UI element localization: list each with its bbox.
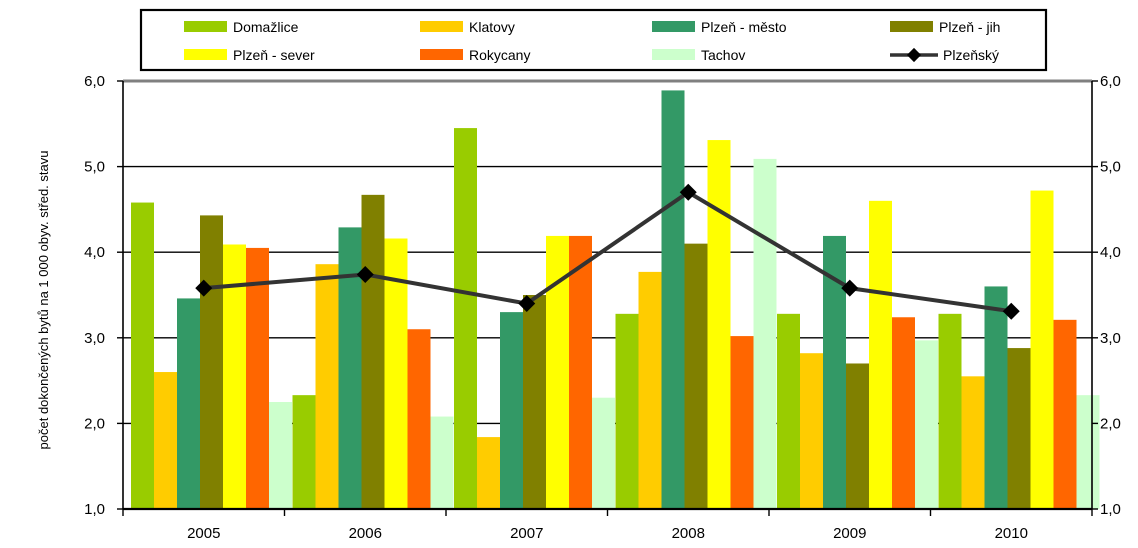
y-tick-label-left: 6,0 xyxy=(84,73,105,90)
y-tick-label-right: 4,0 xyxy=(1100,244,1121,261)
legend-swatch xyxy=(184,21,227,32)
bar xyxy=(684,243,708,509)
y-tick-label-right: 6,0 xyxy=(1100,73,1121,90)
bar xyxy=(846,363,869,509)
bar xyxy=(823,235,846,509)
bar xyxy=(615,313,639,509)
legend-swatch xyxy=(890,21,933,32)
bar xyxy=(661,90,685,509)
bar xyxy=(200,215,223,509)
bar xyxy=(523,295,546,509)
bar xyxy=(730,336,754,509)
bar xyxy=(269,402,292,509)
line-point xyxy=(679,183,697,201)
bar xyxy=(292,395,316,509)
bar xyxy=(154,372,177,509)
legend-swatch xyxy=(652,49,695,60)
line-point xyxy=(1002,302,1020,320)
y-tick-label-left: 4,0 xyxy=(84,244,105,261)
bar xyxy=(592,397,615,509)
legend-marker xyxy=(906,47,922,63)
bar xyxy=(477,437,500,509)
bar xyxy=(777,313,800,509)
bar xyxy=(753,158,777,509)
gridlines xyxy=(123,79,1092,425)
x-tick-label: 2008 xyxy=(672,525,705,542)
bar xyxy=(1030,190,1054,509)
bar xyxy=(131,202,154,509)
bar xyxy=(984,286,1008,509)
y-tick-label-right: 2,0 xyxy=(1100,415,1121,432)
y-tick-label-left: 3,0 xyxy=(84,330,105,347)
legend-label: Plzeň - jih xyxy=(939,19,1000,35)
bar xyxy=(407,329,431,509)
legend-swatch xyxy=(652,21,695,32)
line-point xyxy=(841,279,859,297)
bar xyxy=(454,128,477,509)
bar xyxy=(361,194,385,509)
bar xyxy=(938,313,962,509)
bar xyxy=(1053,319,1077,509)
legend-label: Plzeň - město xyxy=(701,19,787,35)
x-tick-label: 2010 xyxy=(995,525,1028,542)
x-tick-label: 2009 xyxy=(833,525,866,542)
legend-label: Rokycany xyxy=(469,47,530,63)
line-point xyxy=(356,265,374,283)
bar xyxy=(892,317,915,509)
line-point xyxy=(195,279,213,297)
y-tick-label-right: 3,0 xyxy=(1100,330,1121,347)
y-tick-label-left: 1,0 xyxy=(84,501,105,518)
bar xyxy=(546,235,569,509)
x-tick-label: 2006 xyxy=(349,525,382,542)
bar xyxy=(569,235,592,509)
bar xyxy=(315,264,339,509)
x-tick-label: 2007 xyxy=(510,525,543,542)
line-path xyxy=(203,189,1012,314)
bar xyxy=(223,244,246,509)
bar xyxy=(338,227,362,509)
line-series xyxy=(195,183,1020,320)
bars xyxy=(131,90,1100,510)
y-tick-label-left: 5,0 xyxy=(84,159,105,176)
legend-swatch xyxy=(420,21,463,32)
legend-label: Plzeňský xyxy=(943,47,999,63)
bar xyxy=(177,298,200,509)
bar xyxy=(246,247,269,510)
legend-swatch xyxy=(184,49,227,60)
bar xyxy=(707,140,731,509)
legend-label: Plzeň - sever xyxy=(233,47,315,63)
bar xyxy=(915,340,938,509)
legend-label: Tachov xyxy=(701,47,745,63)
bar xyxy=(638,271,662,509)
axes: 1,0 1,0 2,0 2,0 3,0 3,0 4,0 4,0 5,0 5,0 6,0 6,0 2005… xyxy=(84,73,1121,542)
bar xyxy=(869,200,892,509)
y-tick-label-right: 5,0 xyxy=(1100,159,1121,176)
y-tick-label-right: 1,0 xyxy=(1100,501,1121,518)
bar xyxy=(500,312,523,509)
line-point xyxy=(518,295,536,313)
legend-box xyxy=(139,8,1048,72)
bar xyxy=(1076,395,1100,509)
bar xyxy=(800,353,823,509)
bar xyxy=(961,376,985,509)
bar xyxy=(384,238,408,509)
legend-label: Klatovy xyxy=(469,19,515,35)
y-axis-label: počet dokončených bytů na 1 000 obyv. st… xyxy=(36,151,51,450)
legend-label: Domažlice xyxy=(233,19,299,35)
x-tick-label: 2005 xyxy=(187,525,220,542)
y-tick-label-left: 2,0 xyxy=(84,415,105,432)
legend-swatch xyxy=(420,49,463,60)
legend: Domažlice Klatovy Plzeň - město Plzeň - jih… xyxy=(139,8,1048,72)
bar xyxy=(1007,348,1031,509)
bar xyxy=(430,416,454,509)
